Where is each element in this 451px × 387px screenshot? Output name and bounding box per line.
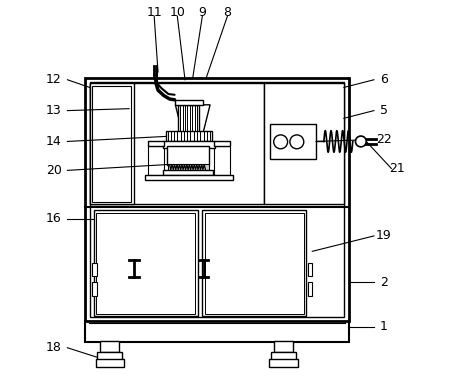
Bar	[92, 263, 97, 276]
Text: 8: 8	[223, 6, 231, 19]
Bar	[100, 341, 120, 352]
Text: 16: 16	[46, 212, 62, 225]
Bar	[264, 83, 344, 204]
Bar	[202, 211, 307, 316]
Bar	[271, 352, 296, 360]
Text: 22: 22	[376, 133, 391, 146]
Text: 14: 14	[46, 135, 62, 148]
Bar	[147, 141, 164, 146]
Bar	[97, 213, 195, 314]
Text: 18: 18	[46, 341, 62, 354]
Text: 9: 9	[198, 6, 206, 19]
Text: 1: 1	[380, 320, 387, 333]
Bar	[167, 146, 209, 164]
Text: 12: 12	[46, 73, 62, 86]
Bar	[90, 83, 134, 204]
Bar	[168, 164, 208, 171]
Bar	[94, 211, 198, 316]
Circle shape	[274, 135, 288, 149]
Bar	[308, 263, 312, 276]
Bar	[270, 124, 316, 159]
Text: 13: 13	[46, 104, 62, 117]
Bar	[163, 141, 215, 148]
Text: 10: 10	[170, 6, 185, 19]
Text: 6: 6	[380, 73, 387, 86]
Circle shape	[355, 136, 366, 147]
Bar	[97, 352, 122, 360]
Bar	[175, 100, 203, 105]
Bar	[144, 175, 233, 180]
Bar	[269, 359, 298, 367]
Bar	[214, 146, 230, 175]
Bar	[85, 321, 349, 342]
Bar	[96, 359, 124, 367]
Bar	[90, 82, 344, 317]
Bar	[178, 105, 199, 132]
Text: 19: 19	[376, 229, 391, 242]
Text: 20: 20	[46, 164, 62, 177]
Bar	[163, 170, 213, 175]
Text: 11: 11	[146, 6, 162, 19]
Text: 21: 21	[389, 162, 405, 175]
Bar	[308, 282, 312, 296]
Polygon shape	[175, 105, 210, 132]
Circle shape	[290, 135, 304, 149]
Bar	[166, 131, 212, 141]
Bar	[147, 146, 164, 175]
Bar	[92, 86, 131, 202]
Bar	[214, 141, 230, 146]
Bar	[92, 282, 97, 296]
Bar	[90, 83, 264, 204]
Bar	[274, 341, 293, 352]
Bar	[85, 78, 349, 321]
Bar	[205, 213, 304, 314]
Text: 5: 5	[380, 104, 387, 117]
Text: 2: 2	[380, 276, 387, 289]
